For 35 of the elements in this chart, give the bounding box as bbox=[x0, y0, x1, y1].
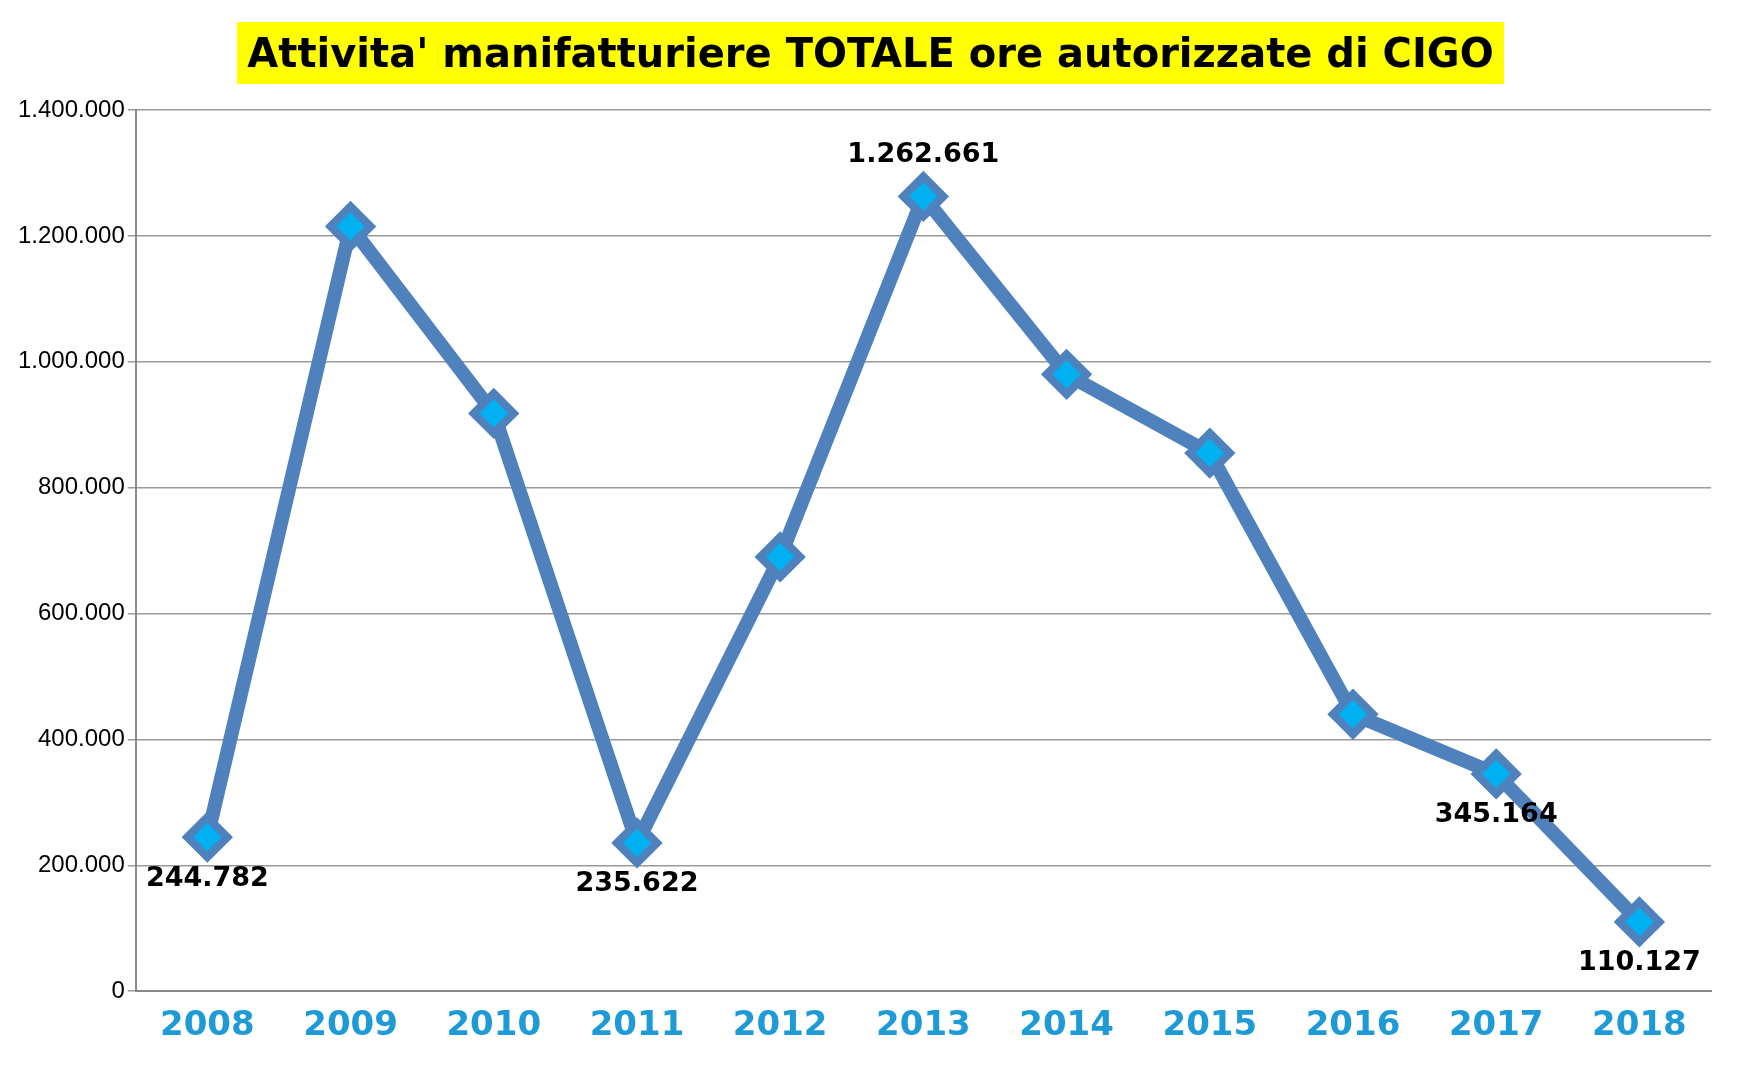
y-tick-label: 800.000 bbox=[38, 472, 125, 500]
y-tick-label: 0 bbox=[111, 975, 125, 1003]
point bbox=[612, 818, 661, 867]
point bbox=[1042, 350, 1091, 399]
y-tick-label: 200.000 bbox=[38, 849, 125, 877]
y-tick-label: 1.400.000 bbox=[17, 94, 125, 122]
point bbox=[1472, 749, 1521, 798]
data-label: 1.262.661 bbox=[847, 136, 1000, 168]
x-tick-label: 2011 bbox=[589, 1003, 685, 1044]
x-tick-label: 2014 bbox=[1019, 1003, 1114, 1044]
x-tick-label: 2015 bbox=[1162, 1003, 1258, 1044]
data-label: 110.127 bbox=[1577, 945, 1701, 977]
x-tick-label: 2012 bbox=[732, 1003, 828, 1044]
point bbox=[183, 813, 232, 862]
x-tick-label: 2016 bbox=[1305, 1003, 1401, 1044]
x-tick-label: 2008 bbox=[160, 1003, 255, 1044]
data-label: 235.622 bbox=[575, 866, 699, 898]
y-tick-label: 600.000 bbox=[38, 598, 125, 626]
data-label: 244.782 bbox=[145, 860, 269, 892]
point bbox=[756, 532, 805, 581]
x-tick-label: 2009 bbox=[303, 1003, 398, 1044]
chart-title: Attivita' manifatturiere TOTALE ore autorizzate di CIGO bbox=[237, 22, 1504, 84]
y-tick-label: 1.200.000 bbox=[17, 220, 125, 248]
x-tick-label: 2010 bbox=[446, 1003, 542, 1044]
x-tick-label: 2018 bbox=[1592, 1003, 1687, 1044]
x-tick-label: 2013 bbox=[876, 1003, 971, 1044]
y-tick-label: 1.000.000 bbox=[17, 346, 125, 374]
y-tick-label: 400.000 bbox=[38, 724, 125, 752]
point bbox=[1615, 897, 1664, 946]
point bbox=[469, 389, 518, 438]
point bbox=[1185, 429, 1234, 478]
point bbox=[1328, 690, 1377, 739]
x-tick-label: 2017 bbox=[1448, 1003, 1544, 1044]
point bbox=[899, 172, 948, 221]
point bbox=[326, 202, 375, 251]
